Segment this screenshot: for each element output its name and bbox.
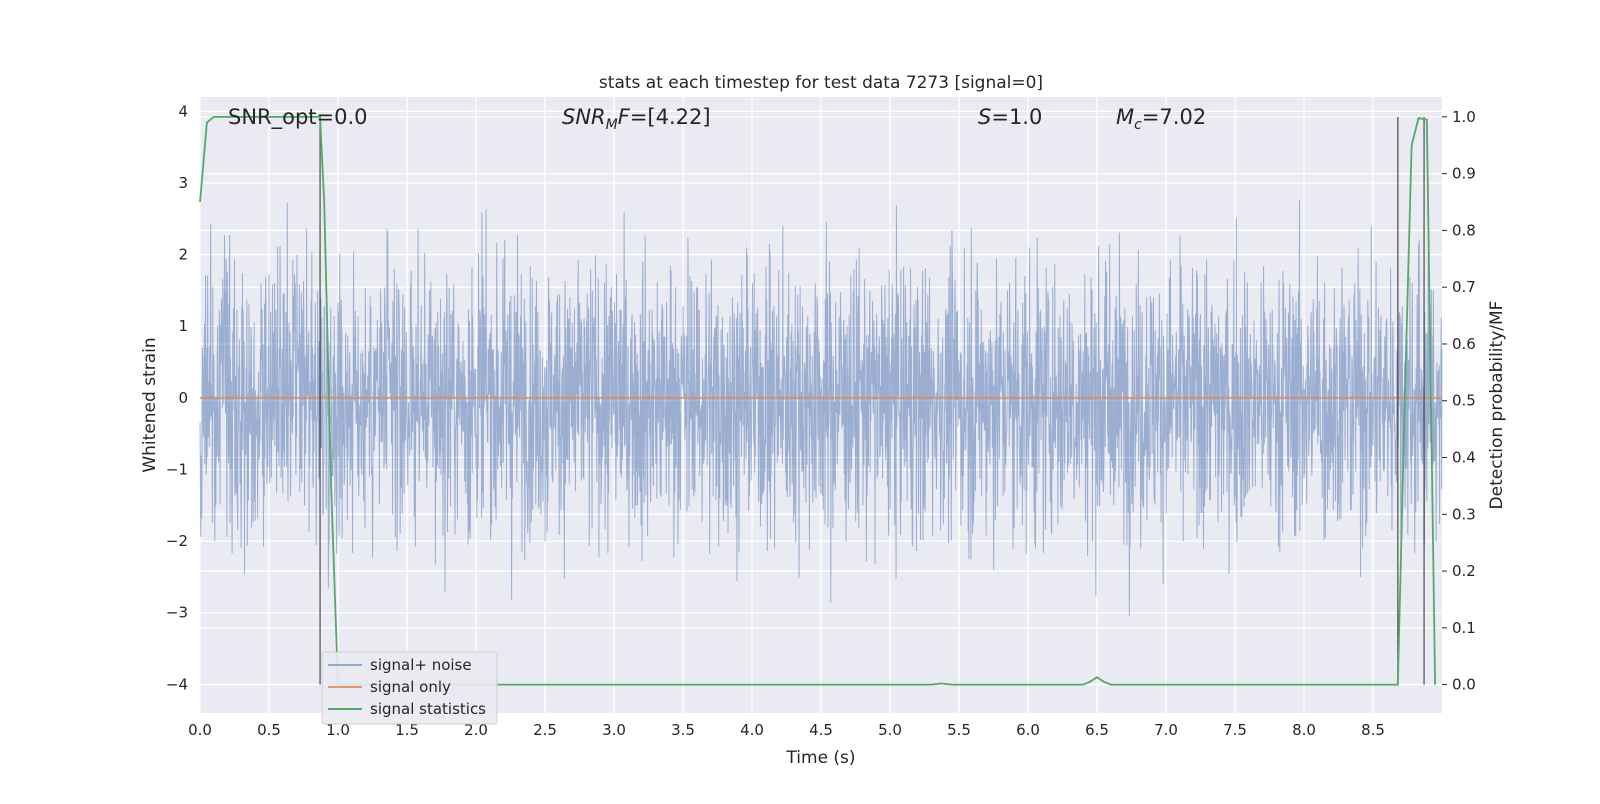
y-tick-label-7: −3: [166, 604, 188, 622]
x-tick-labels: 0.0 0.5 1.0 1.5 2.0 2.5 3.0 3.5 4.0 4.5 5.0 5.5 6.0 6…: [188, 721, 1385, 739]
x-tick-label-8: 4.0: [740, 721, 764, 739]
x-axis-title: Time (s): [785, 748, 855, 768]
noise-trace-group: [199, 200, 1443, 617]
x-tick-label-0: 0.0: [188, 721, 212, 739]
y-tick-label-2: 2: [178, 246, 188, 264]
y-tick-label-4: 0: [178, 389, 188, 407]
y2-tick-label-0: 1.0: [1452, 108, 1476, 126]
y2-tick-label-9: 0.1: [1452, 619, 1476, 637]
signal-plus-noise-line: [199, 200, 1443, 617]
x-tick-label-11: 5.5: [947, 721, 971, 739]
y2-tick-label-3: 0.7: [1452, 278, 1476, 296]
signal-statistics-group: [199, 115, 1436, 686]
annotation-mc: Mc=7.02: [1116, 105, 1206, 133]
y-tick-label-5: −1: [166, 460, 188, 478]
x-tick-label-5: 2.5: [533, 721, 557, 739]
vertical-lines-group: [319, 116, 1425, 685]
x-tick-label-6: 3.0: [602, 721, 626, 739]
x-tick-label-1: 0.5: [257, 721, 281, 739]
annotation-snr-opt: SNR_opt=0.0: [228, 105, 368, 130]
x-tick-label-13: 6.5: [1085, 721, 1109, 739]
legend-label-noise: signal+ noise: [370, 656, 472, 674]
x-tick-label-7: 3.5: [671, 721, 695, 739]
y2-tick-label-2: 0.8: [1452, 221, 1476, 239]
legend: signal+ noise signal only signal statist…: [321, 651, 498, 725]
y2-tick-label-4: 0.6: [1452, 335, 1476, 353]
y-tick-label-0: 4: [178, 102, 188, 120]
x-tick-label-2: 1.0: [326, 721, 350, 739]
y2-tick-label-6: 0.4: [1452, 449, 1476, 467]
y2-tick-labels: 1.0 0.9 0.8 0.7 0.6 0.5 0.4 0.3 0.2 0.1 0.0: [1442, 108, 1476, 694]
y2-tick-label-1: 0.9: [1452, 165, 1476, 183]
y2-tick-label-5: 0.5: [1452, 392, 1476, 410]
x-tick-label-16: 8.0: [1292, 721, 1316, 739]
y-tick-label-1: 3: [178, 174, 188, 192]
legend-label-signal-only: signal only: [370, 678, 451, 696]
y2-tick-label-10: 0.0: [1452, 676, 1476, 694]
y2-tick-label-7: 0.3: [1452, 505, 1476, 523]
annotation-s: S=1.0: [978, 105, 1042, 129]
y-tick-labels: 4 3 2 1 0 −1 −2 −3 −4: [166, 102, 188, 693]
legend-box: [321, 651, 498, 725]
x-tick-label-12: 6.0: [1016, 721, 1040, 739]
y-tick-label-6: −2: [166, 532, 188, 550]
y-tick-label-3: 1: [178, 317, 188, 335]
y2-axis-title: Detection probability/MF: [1487, 301, 1507, 510]
x-tick-label-4: 2.0: [464, 721, 488, 739]
chart-title: stats at each timestep for test data 727…: [599, 73, 1043, 93]
x-tick-label-3: 1.5: [395, 721, 419, 739]
x-tick-label-17: 8.5: [1361, 721, 1385, 739]
signal-statistics-line: [199, 115, 1436, 686]
x-tick-label-9: 4.5: [809, 721, 833, 739]
annotation-snr-mf: SNRMF=[4.22]: [562, 105, 711, 133]
x-tick-label-10: 5.0: [878, 721, 902, 739]
y-axis-title: Whitened strain: [140, 337, 160, 472]
x-tick-label-15: 7.5: [1223, 721, 1247, 739]
legend-label-statistics: signal statistics: [370, 700, 486, 718]
x-tick-label-14: 7.0: [1154, 721, 1178, 739]
y-tick-label-8: −4: [166, 675, 188, 693]
y2-tick-label-8: 0.2: [1452, 562, 1476, 580]
